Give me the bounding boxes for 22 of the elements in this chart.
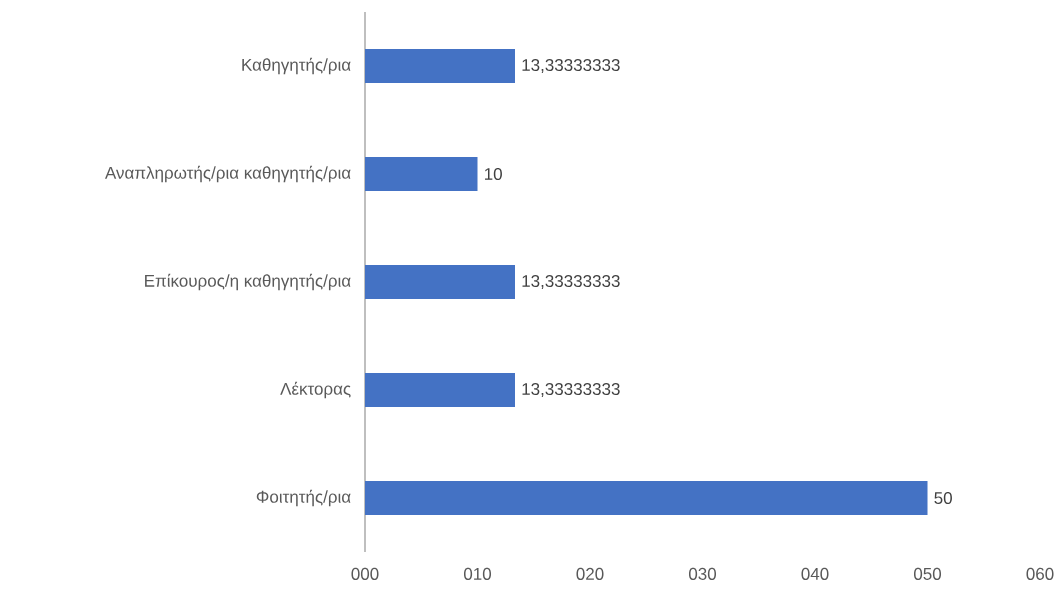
bar bbox=[365, 49, 515, 84]
y-tick-label: Καθηγητής/ρια bbox=[242, 57, 351, 75]
data-label: 50 bbox=[934, 491, 952, 505]
bar bbox=[365, 157, 478, 192]
data-label: 10 bbox=[485, 167, 502, 181]
x-tick-label: 030 bbox=[688, 567, 717, 580]
x-tick-label: 060 bbox=[1026, 567, 1054, 580]
data-label: 13,33333333 bbox=[522, 382, 620, 398]
data-label: 13,33333333 bbox=[522, 274, 620, 290]
x-tick-label: 010 bbox=[463, 567, 492, 580]
y-tick-label: Λέκτορας bbox=[280, 381, 351, 399]
x-tick-label: 050 bbox=[913, 567, 942, 580]
x-tick-label: 000 bbox=[351, 567, 379, 580]
y-tick-label: Επίκουρος/η καθηγητής/ρια bbox=[145, 273, 351, 291]
y-tick-label: Αναπληρωτής/ρια καθηγητής/ρια bbox=[104, 165, 351, 183]
bar bbox=[365, 265, 515, 300]
x-tick-label: 020 bbox=[576, 567, 604, 580]
data-label: 13,33333333 bbox=[522, 58, 620, 74]
bar bbox=[365, 481, 928, 516]
y-tick-label: Φοιτητής/ρια bbox=[256, 489, 351, 507]
bar bbox=[365, 373, 515, 408]
x-tick-label: 040 bbox=[801, 567, 829, 580]
